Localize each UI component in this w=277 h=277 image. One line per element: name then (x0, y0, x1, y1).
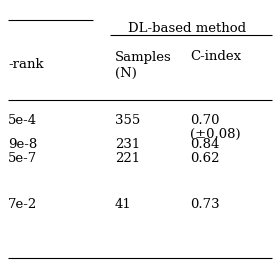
Text: 0.62: 0.62 (190, 152, 219, 165)
Text: 231: 231 (115, 138, 140, 152)
Text: 9e-8: 9e-8 (8, 138, 37, 152)
Text: (±0.08): (±0.08) (190, 127, 241, 140)
Text: C-index: C-index (190, 50, 241, 63)
Text: -rank: -rank (8, 58, 43, 71)
Text: (N): (N) (115, 66, 137, 79)
Text: 0.73: 0.73 (190, 199, 220, 212)
Text: 5e-7: 5e-7 (8, 152, 37, 165)
Text: 0.84: 0.84 (190, 138, 219, 152)
Text: 355: 355 (115, 114, 140, 127)
Text: Samples: Samples (115, 50, 172, 63)
Text: 0.70: 0.70 (190, 114, 219, 127)
Text: 5e-4: 5e-4 (8, 114, 37, 127)
Text: DL-based method: DL-based method (129, 22, 247, 35)
Text: 41: 41 (115, 199, 132, 212)
Text: 7e-2: 7e-2 (8, 199, 37, 212)
Text: 221: 221 (115, 152, 140, 165)
